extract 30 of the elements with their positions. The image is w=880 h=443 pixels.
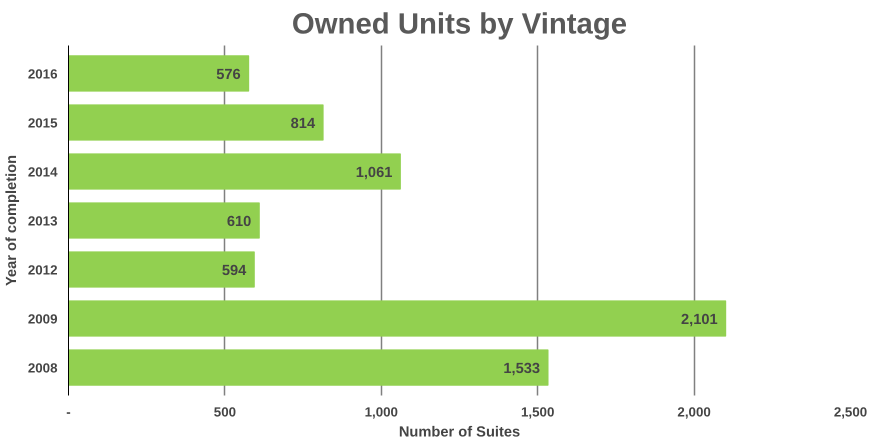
data-label: 1,533 xyxy=(503,361,540,378)
y-tick-label: 2015 xyxy=(28,115,58,130)
x-tick-label: 1,000 xyxy=(364,404,398,420)
data-label: 1,061 xyxy=(356,164,392,181)
data-label: 814 xyxy=(290,116,316,132)
x-axis-title: Number of Suites xyxy=(398,424,520,440)
y-tick-label: 2009 xyxy=(28,312,58,327)
data-label: 594 xyxy=(222,263,248,280)
y-tick-label: 2016 xyxy=(28,66,58,82)
bar xyxy=(68,251,255,288)
bar xyxy=(68,349,549,386)
data-label: 610 xyxy=(226,214,252,230)
data-label: 576 xyxy=(216,66,241,83)
y-tick-label: 2014 xyxy=(28,164,58,180)
bar xyxy=(68,104,324,141)
y-tick-label: 2008 xyxy=(28,360,58,376)
y-tick-label: 2012 xyxy=(28,262,58,278)
x-tick-label: 2,500 xyxy=(834,404,868,420)
data-label: 2,101 xyxy=(681,312,718,328)
bar xyxy=(68,55,250,92)
x-tick-label: - xyxy=(66,404,71,420)
bar xyxy=(68,300,726,337)
y-tick-label: 2013 xyxy=(28,214,58,228)
y-axis-title: Year of completion xyxy=(4,154,20,286)
x-tick-label: 500 xyxy=(214,404,236,420)
bar xyxy=(68,202,260,239)
bar xyxy=(68,153,401,190)
x-tick-label: 1,500 xyxy=(521,404,554,420)
chart-title: Owned Units by Vintage xyxy=(292,8,628,40)
x-tick-label: 2,000 xyxy=(677,404,711,420)
